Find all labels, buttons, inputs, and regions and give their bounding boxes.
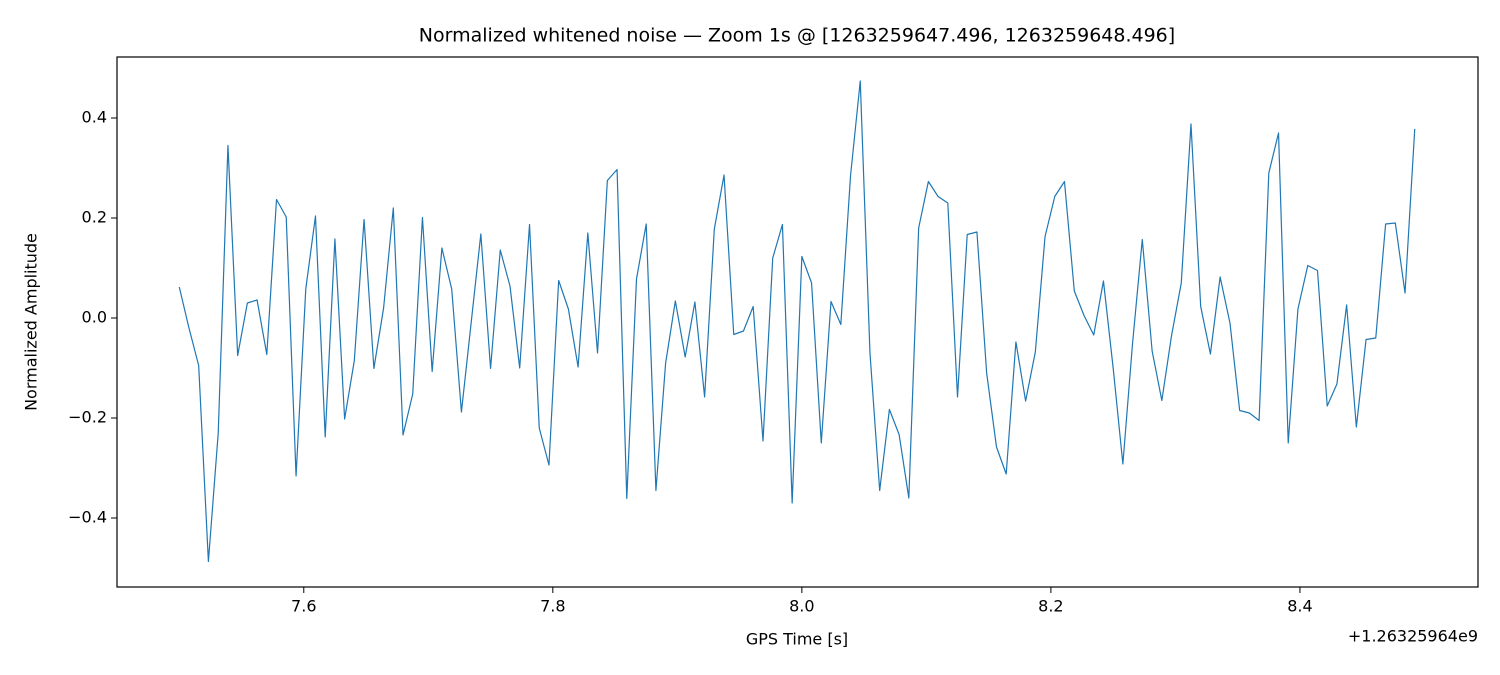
- y-tick-label: −0.2: [68, 408, 107, 427]
- y-tick-label: −0.4: [68, 508, 107, 527]
- x-tick-label: 8.2: [1038, 597, 1063, 616]
- x-tick-label: 7.6: [291, 597, 316, 616]
- x-axis-label: GPS Time [s]: [746, 630, 848, 649]
- x-offset-label: +1.26325964e9: [1348, 627, 1478, 646]
- y-axis-label: Normalized Amplitude: [22, 233, 41, 411]
- x-tick-label: 8.0: [789, 597, 814, 616]
- chart-title: Normalized whitened noise — Zoom 1s @ [1…: [419, 25, 1175, 47]
- plot-frame: [116, 56, 1479, 588]
- x-tick-label: 7.8: [540, 597, 565, 616]
- y-tick-label: 0.4: [82, 108, 107, 127]
- x-tick-label: 8.4: [1287, 597, 1312, 616]
- y-tick-label: 0.2: [82, 208, 107, 227]
- line-series: [178, 80, 1416, 563]
- y-tick-label: 0.0: [82, 308, 107, 327]
